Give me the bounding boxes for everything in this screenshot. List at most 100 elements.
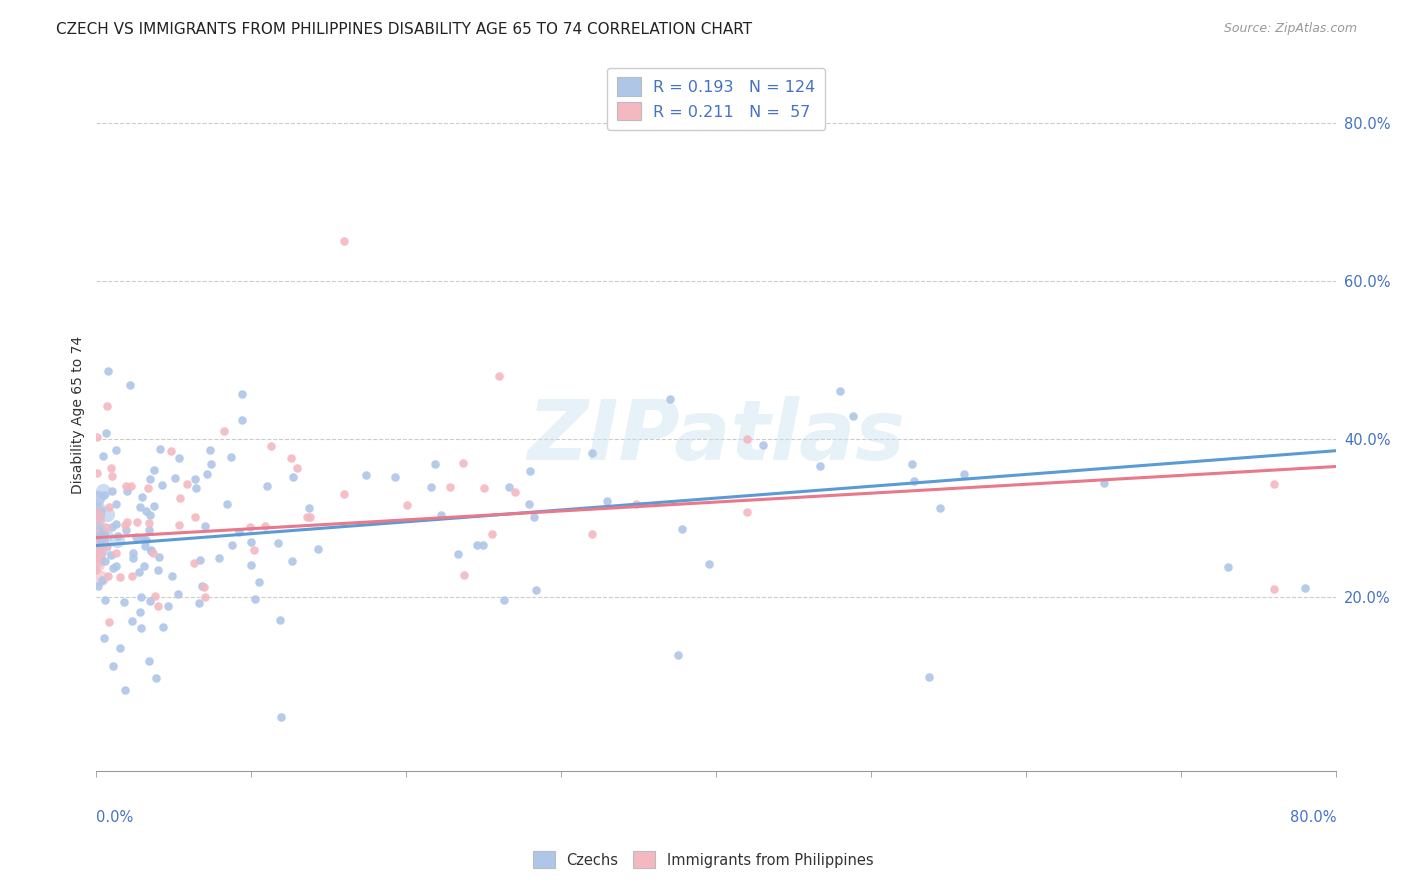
Point — [581, 526, 603, 541]
Point — [169, 491, 191, 506]
Point — [167, 586, 190, 600]
Legend: Czechs, Immigrants from Philippines: Czechs, Immigrants from Philippines — [527, 846, 879, 874]
Point — [200, 442, 222, 457]
Point — [120, 478, 142, 492]
Point — [423, 458, 446, 472]
Point — [112, 595, 135, 609]
Point — [98, 500, 121, 514]
Point — [94, 520, 117, 534]
Point — [86, 515, 108, 529]
Point — [221, 538, 243, 552]
Point — [267, 536, 290, 550]
Point — [105, 497, 128, 511]
Point — [86, 491, 108, 505]
Point — [356, 467, 378, 482]
Legend: R = 0.193   N = 124, R = 0.211   N =  57: R = 0.193 N = 124, R = 0.211 N = 57 — [607, 68, 825, 130]
Point — [87, 527, 110, 541]
Y-axis label: Disability Age 65 to 74: Disability Age 65 to 74 — [72, 336, 86, 494]
Point — [115, 515, 138, 529]
Point — [86, 491, 108, 505]
Point — [900, 457, 922, 471]
Point — [91, 525, 114, 540]
Point — [141, 543, 163, 558]
Point — [163, 471, 186, 485]
Point — [86, 551, 108, 566]
Point — [193, 590, 215, 604]
Point — [260, 439, 283, 453]
Point — [160, 443, 183, 458]
Point — [131, 621, 153, 635]
Point — [96, 507, 118, 521]
Point — [94, 527, 117, 541]
Point — [256, 479, 278, 493]
Point — [107, 529, 129, 543]
Point — [212, 424, 235, 438]
Point — [240, 535, 263, 549]
Point — [104, 517, 127, 532]
Point — [90, 533, 112, 548]
Point — [280, 553, 302, 567]
Point — [474, 481, 496, 495]
Point — [94, 425, 117, 440]
Point — [524, 582, 547, 597]
Point — [128, 565, 150, 579]
Point — [243, 591, 266, 606]
Point — [93, 488, 115, 502]
Point — [215, 497, 238, 511]
Point — [193, 580, 215, 594]
Point — [298, 500, 321, 515]
Point — [194, 518, 217, 533]
Point — [666, 648, 689, 662]
Point — [145, 671, 167, 685]
Point — [624, 497, 647, 511]
Text: Source: ZipAtlas.com: Source: ZipAtlas.com — [1223, 22, 1357, 36]
Point — [87, 501, 110, 516]
Point — [283, 470, 305, 484]
Point — [903, 475, 925, 489]
Point — [1263, 477, 1285, 491]
Point — [115, 523, 138, 537]
Point — [136, 481, 159, 495]
Point — [118, 378, 141, 392]
Point — [86, 557, 108, 571]
Point — [134, 559, 156, 574]
Point — [142, 546, 165, 560]
Point — [498, 480, 520, 494]
Point — [928, 500, 950, 515]
Point — [183, 556, 205, 570]
Point — [105, 533, 128, 547]
Point — [90, 534, 112, 549]
Point — [333, 486, 356, 500]
Point — [503, 485, 526, 500]
Point — [87, 579, 110, 593]
Point — [451, 456, 474, 470]
Point — [249, 574, 271, 589]
Point — [307, 542, 329, 557]
Point — [86, 504, 108, 518]
Point — [269, 613, 291, 627]
Point — [191, 579, 214, 593]
Point — [270, 710, 292, 724]
Point — [167, 450, 190, 465]
Point — [93, 631, 115, 645]
Point — [86, 430, 108, 444]
Point — [280, 450, 302, 465]
Point — [139, 544, 162, 558]
Point — [86, 509, 108, 524]
Point — [439, 480, 461, 494]
Text: 80.0%: 80.0% — [1289, 810, 1336, 825]
Point — [86, 545, 108, 559]
Point — [97, 364, 120, 378]
Point — [152, 620, 174, 634]
Point — [419, 480, 441, 494]
Point — [101, 469, 124, 483]
Point — [86, 563, 108, 577]
Point — [86, 466, 108, 480]
Point — [86, 528, 108, 542]
Point — [295, 509, 318, 524]
Point — [751, 437, 773, 451]
Point — [143, 499, 166, 513]
Point — [94, 592, 117, 607]
Point — [101, 520, 124, 534]
Point — [333, 235, 356, 249]
